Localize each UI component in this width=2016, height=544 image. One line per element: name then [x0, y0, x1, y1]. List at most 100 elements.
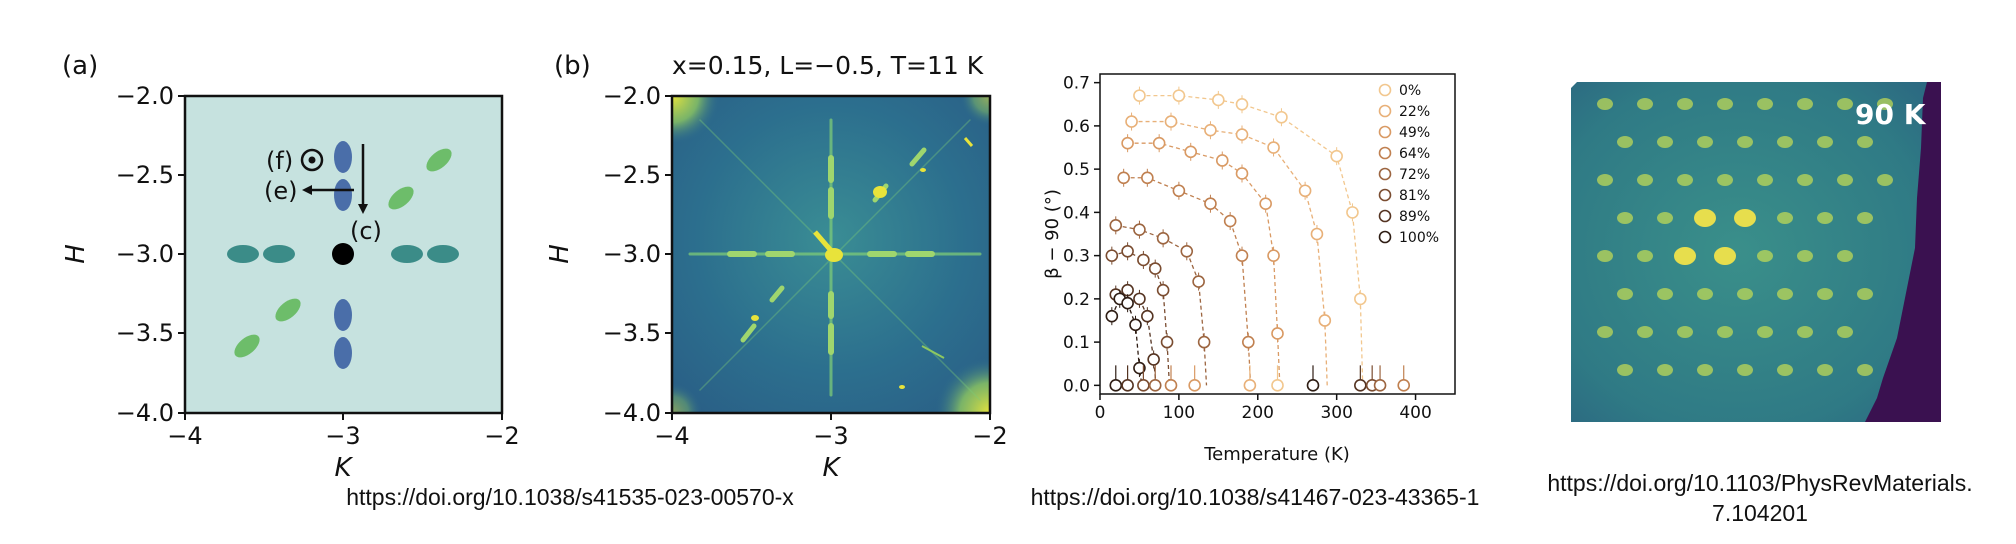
data-point [1204, 123, 1217, 137]
y-tick-label: 0.4 [1063, 203, 1090, 223]
diffraction-spot [1657, 212, 1673, 224]
temperature-chart: 0 100 200 300 400 0.0 0.1 0.2 0.3 0.4 0.5 0.6 0.7 0%… [1042, 73, 1456, 465]
chart-marks [1105, 86, 1411, 392]
panel-b-xtick: −2 [972, 422, 1007, 450]
diffraction-spot [1657, 364, 1673, 376]
data-point [1105, 249, 1119, 262]
citation-right-line2[interactable]: 7.104201 [1712, 500, 1808, 526]
diffraction-spot [1637, 174, 1653, 186]
diffraction-spot [1617, 288, 1633, 300]
legend-label: 89% [1399, 209, 1430, 225]
data-point [1133, 361, 1146, 375]
data-point [1141, 171, 1154, 185]
blue-spot [334, 179, 352, 211]
data-point [1156, 232, 1170, 245]
data-point [1346, 206, 1359, 219]
legend-marker [1378, 167, 1392, 181]
data-point [1354, 292, 1367, 306]
diffraction-spot [1837, 174, 1853, 186]
diffraction-spot [1797, 98, 1813, 110]
citation-middle[interactable]: https://doi.org/10.1038/s41467-023-43365… [1030, 484, 1480, 510]
data-point [1121, 296, 1134, 310]
diffraction-spot [1837, 98, 1853, 110]
data-point [1235, 97, 1249, 111]
zero-point [1397, 379, 1411, 392]
panel-b-diffraction: (b) x=0.15, L=−0.5, T=11 K [545, 51, 1008, 483]
panel-b-xtick: −3 [813, 422, 848, 450]
y-tick-label: 0.0 [1063, 376, 1090, 396]
diffraction-spot [1817, 136, 1833, 148]
legend-marker [1378, 104, 1392, 118]
panel-a-xtick: −2 [484, 422, 519, 450]
data-point [1215, 154, 1229, 167]
arrow-c-head [358, 204, 368, 214]
data-point [1133, 223, 1146, 236]
panel-b-ytick: −2.0 [603, 82, 661, 110]
diffraction-spot [1817, 288, 1833, 300]
zero-point [1148, 379, 1162, 392]
panel-a-xtick: −3 [325, 422, 360, 450]
legend-label: 64% [1399, 146, 1430, 162]
teal-spot [263, 245, 295, 263]
diffraction-spot [1777, 288, 1793, 300]
diffraction-image [672, 96, 990, 413]
diffraction-spot [1817, 212, 1833, 224]
annotation-e: (e) [264, 177, 298, 205]
data-point [1267, 249, 1280, 262]
y-tick-label: 0.2 [1063, 290, 1090, 310]
diffraction-spot [1597, 98, 1613, 110]
legend-label: 49% [1399, 125, 1430, 141]
chart-xlabel: Temperature (K) [1203, 444, 1350, 465]
diffraction-spot [1777, 212, 1793, 224]
diffraction-spot [1757, 250, 1773, 262]
zero-point [1373, 379, 1387, 392]
x-tick-label: 200 [1242, 403, 1274, 423]
panel-a-ytick: −2.0 [116, 82, 174, 110]
diffraction-spot [1857, 212, 1873, 224]
x-tick-label: 100 [1163, 403, 1195, 423]
chart-ylabel: β − 90 (°) [1042, 189, 1063, 279]
panel-a-ytick: −3.5 [116, 319, 174, 347]
detector-edge [1865, 82, 1941, 422]
diffraction-spot [1717, 174, 1733, 186]
diffraction-spot [1637, 98, 1653, 110]
diffraction-spot [1597, 174, 1613, 186]
diffraction-spot [1714, 247, 1736, 265]
diffraction-spot [1877, 174, 1893, 186]
panel-a-schematic: (a) −2.0 −2.5 −3.0 −3.5 −4.0 −4 −3 −2 K … [61, 51, 520, 483]
blue-spot [334, 337, 352, 369]
diffraction-spot [1674, 247, 1696, 265]
green-spot [234, 334, 260, 358]
data-point [1298, 184, 1312, 198]
diffraction-spot [1637, 250, 1653, 262]
diffraction-spot [1817, 364, 1833, 376]
panel-a-ticks [178, 95, 503, 420]
data-point [1137, 253, 1150, 267]
data-point [1184, 145, 1198, 159]
diffraction-spot [1677, 98, 1693, 110]
citation-right-line1[interactable]: https://doi.org/10.1103/PhysRevMaterials… [1547, 470, 1973, 496]
diffraction-spot [1857, 288, 1873, 300]
data-point [1117, 171, 1130, 185]
legend-marker [1378, 83, 1392, 97]
data-point [1152, 136, 1166, 150]
panel-a-xtick: −4 [167, 422, 202, 450]
diffraction-spot [1857, 136, 1873, 148]
x-tick-label: 300 [1320, 403, 1352, 423]
data-point [1121, 136, 1134, 150]
diffraction-spot [1637, 326, 1653, 338]
diffraction-spot [1697, 288, 1713, 300]
diffraction-spot [1797, 250, 1813, 262]
data-point [1310, 227, 1324, 241]
series-line [1131, 120, 1328, 386]
diffraction-spot [1694, 209, 1716, 227]
legend-marker [1378, 188, 1392, 202]
legend-marker [1378, 230, 1392, 244]
panel-a-ytick: −3.0 [116, 240, 174, 268]
citation-left[interactable]: https://doi.org/10.1038/s41535-023-00570… [346, 484, 794, 510]
panel-a-ytick: −4.0 [116, 399, 174, 427]
schematic-spots [227, 141, 459, 369]
data-point [1160, 335, 1174, 349]
panel-b-ytick: −3.5 [603, 319, 661, 347]
chart-ticks: 0 100 200 300 400 0.0 0.1 0.2 0.3 0.4 0.5 0.6 0.7 [1063, 74, 1432, 423]
